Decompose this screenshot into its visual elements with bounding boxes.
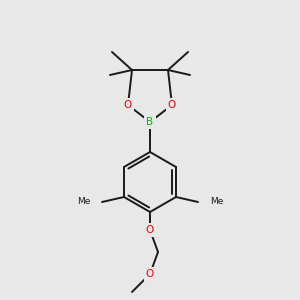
Text: Me: Me — [76, 197, 90, 206]
Text: O: O — [168, 100, 176, 110]
Text: O: O — [146, 225, 154, 235]
Text: Me: Me — [210, 197, 224, 206]
Text: O: O — [124, 100, 132, 110]
Text: B: B — [146, 117, 154, 127]
Text: O: O — [146, 269, 154, 279]
